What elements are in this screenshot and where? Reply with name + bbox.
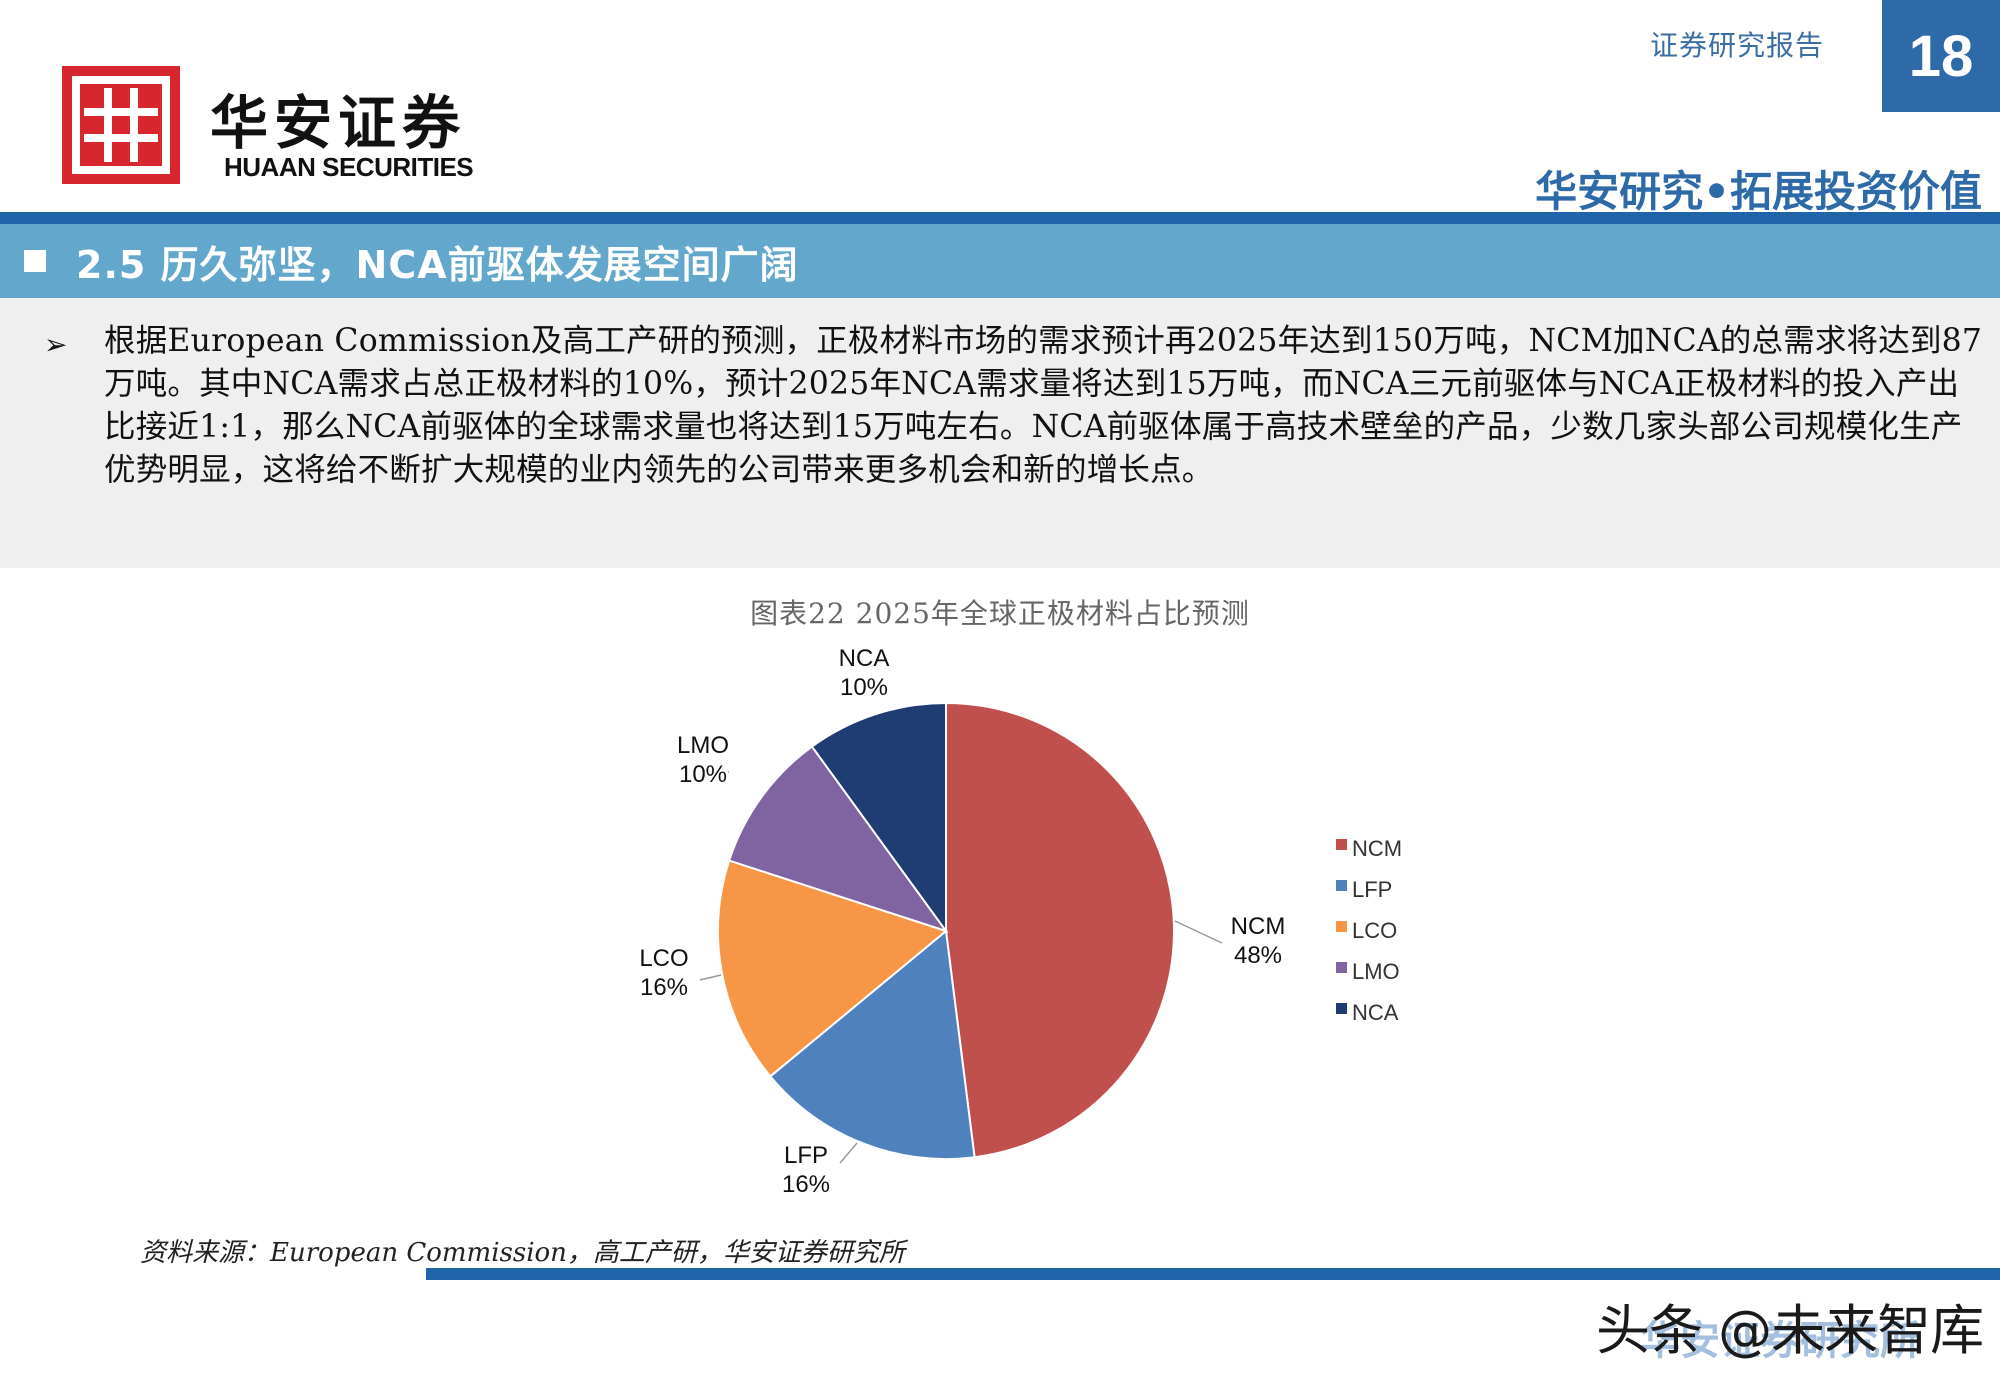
report-type-label: 证券研究报告 [1650,29,1825,62]
legend-label-lco: LCO [1352,918,1397,943]
leader-line-lco [699,974,722,981]
slice-label-lfp: LFP [784,1142,828,1169]
legend-swatch-lco [1336,921,1347,932]
pie-slice-nca [810,701,947,935]
logo-chinese-name: 华安证券 [210,89,467,157]
chart-title: 图表22 2025年全球正极材料占比预测 [750,597,1250,630]
bullet-arrow-icon: ➢ [44,328,68,361]
slice-label-ncm: NCM [1231,913,1286,940]
footer-divider [426,1268,2000,1280]
header-slogan: 华安研究•拓展投资价值 [1535,167,1982,216]
slice-label-lco: LCO [639,945,688,972]
slice-value-lco: 16% [640,974,688,1001]
leader-line-ncm [1174,920,1223,944]
logo-english-name: HUAAN SECURITIES [224,152,474,182]
legend-label-lfp: LFP [1352,877,1392,902]
intro-paragraph: 根据European Commission及高工产研的预测，正极材料市场的需求预… [104,323,1983,488]
source-note: 资料来源：European Commission，高工产研，华安证券研究所 [140,1238,905,1268]
pie-slice-lco [717,859,949,1078]
watermark-underlay: 华安证券研究所 [1640,1318,1920,1364]
section-title: 2.5 历久弥坚，NCA前驱体发展空间广阔 [76,242,799,287]
header-divider [0,212,2000,224]
legend-swatch-lfp [1336,880,1347,891]
legend-label-ncm: NCM [1352,836,1402,861]
section-square-icon [24,250,46,272]
slice-value-lmo: 10% [679,761,727,788]
watermark: 头条 @未来智库 [1596,1299,1984,1362]
legend-swatch-lmo [1336,962,1347,973]
slice-label-nca: NCA [839,645,890,672]
pie-slice-lmo [727,745,949,933]
legend-swatch-nca [1336,1003,1347,1014]
slice-value-nca: 10% [840,674,888,701]
leader-line-lfp [839,1142,858,1164]
slice-value-lfp: 16% [782,1171,830,1198]
slice-label-lmo: LMO [677,732,729,759]
legend-label-nca: NCA [1352,1000,1399,1025]
section-banner: 2.5 历久弥坚，NCA前驱体发展空间广阔 [0,224,2000,298]
company-logo-mark [62,66,180,184]
legend-label-lmo: LMO [1352,959,1400,984]
page-number: 18 [1882,0,2000,112]
legend-swatch-ncm [1336,839,1347,850]
slice-value-ncm: 48% [1234,942,1282,969]
pie-slice-ncm [945,701,1175,1159]
pie-slice-lfp [768,929,976,1160]
intro-panel: ➢ 根据European Commission及高工产研的预测，正极材料市场的需… [0,298,2000,568]
